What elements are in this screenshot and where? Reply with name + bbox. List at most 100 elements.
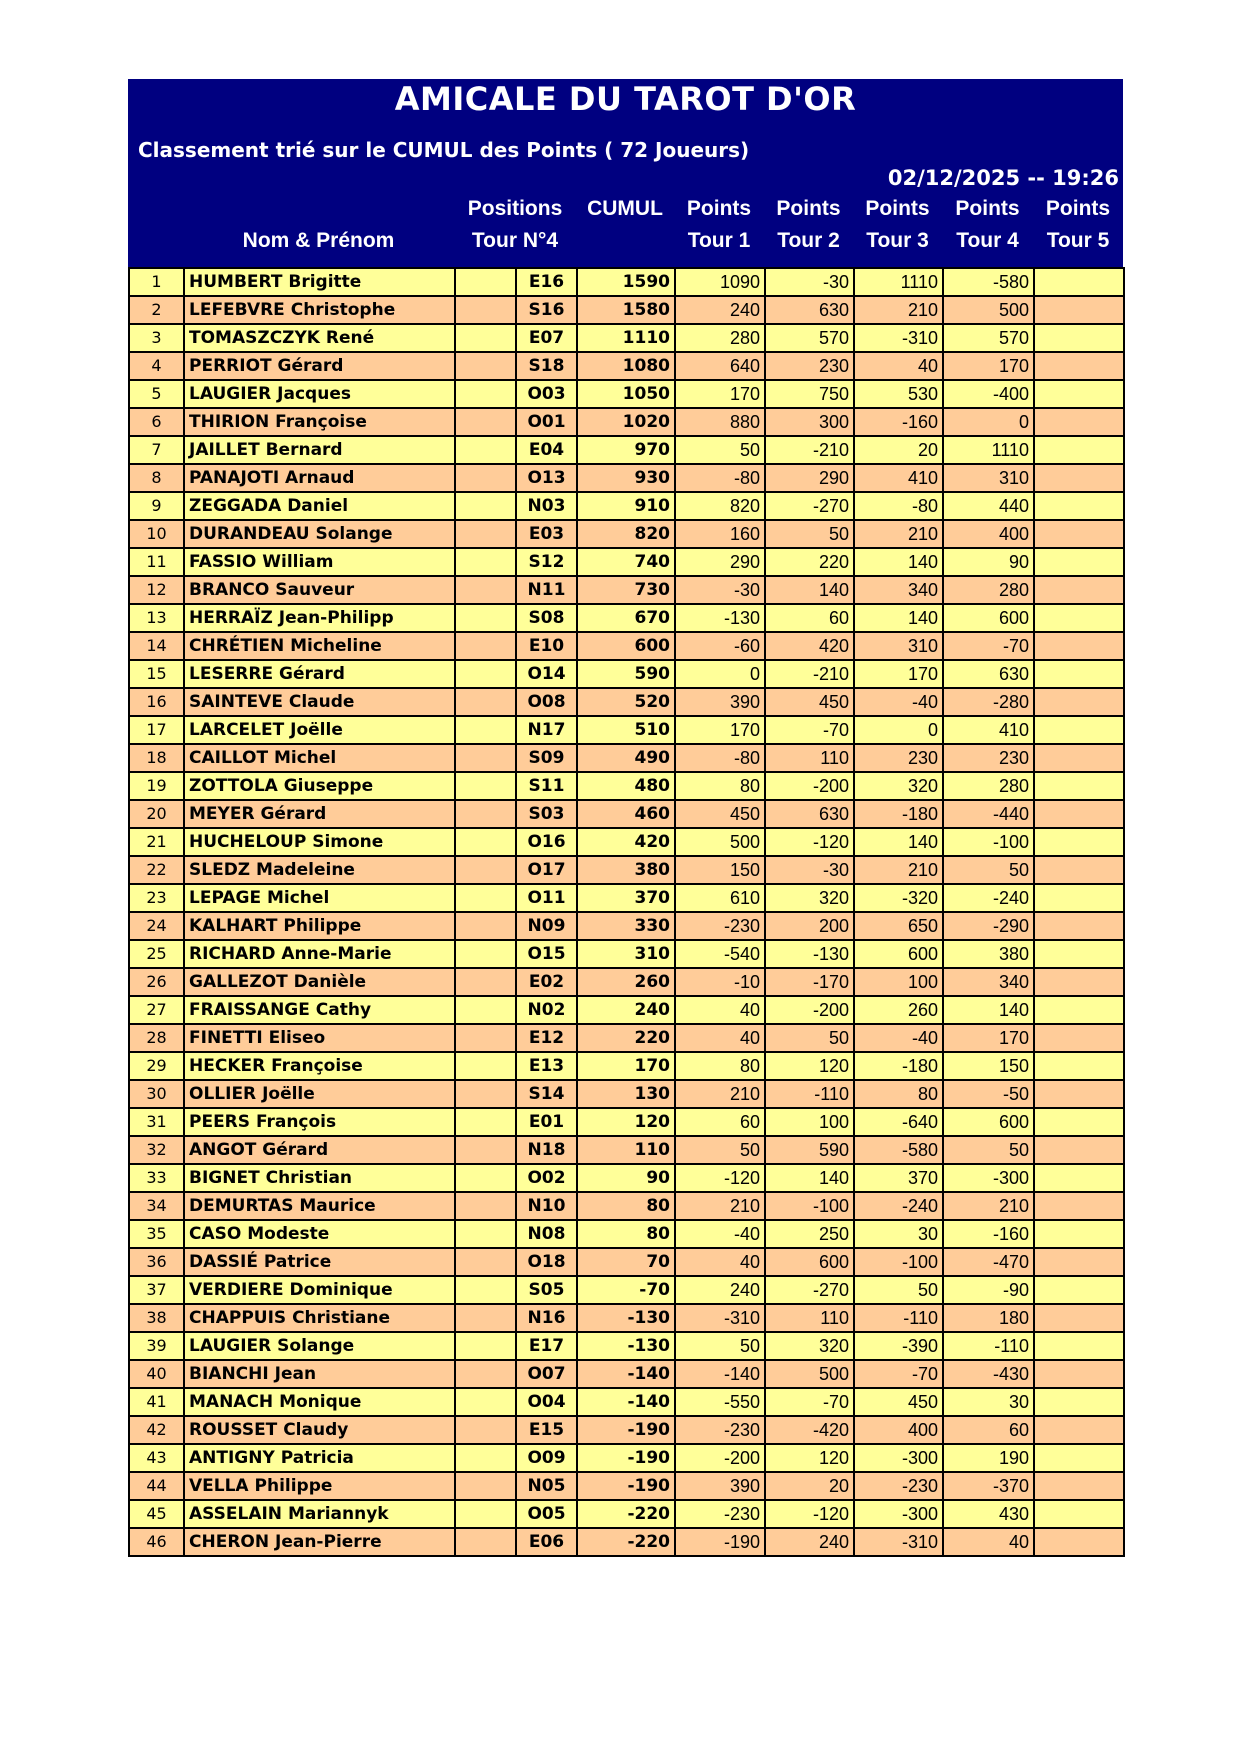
rank-cell: 27 <box>128 995 185 1025</box>
col-header-t3-tour: Tour 3 <box>866 229 929 252</box>
rank-cell: 15 <box>128 659 185 689</box>
position-code-cell: S05 <box>515 1275 578 1305</box>
position-cell <box>454 491 517 521</box>
position-cell <box>454 1079 517 1109</box>
tour4-points-cell: -100 <box>942 827 1035 857</box>
position-code-cell: O15 <box>515 939 578 969</box>
position-code-cell: N10 <box>515 1191 578 1221</box>
rank-cell: 40 <box>128 1359 185 1389</box>
cumul-cell: -190 <box>576 1471 676 1501</box>
player-name-cell: DASSIÉ Patrice <box>183 1247 456 1277</box>
position-cell <box>454 267 517 297</box>
cumul-cell: -130 <box>576 1331 676 1361</box>
position-code-cell: E04 <box>515 435 578 465</box>
tour3-points-cell: -320 <box>853 883 944 913</box>
position-cell <box>454 939 517 969</box>
rank-cell: 8 <box>128 463 185 493</box>
tour4-points-cell: 630 <box>942 659 1035 689</box>
table-row: 3 TOMASZCZYK René E07 1110 280 570 -310 570 <box>128 323 1125 353</box>
tour3-points-cell: 0 <box>853 715 944 745</box>
tour5-points-cell <box>1033 715 1125 745</box>
tour4-points-cell: 90 <box>942 547 1035 577</box>
position-code-cell: O18 <box>515 1247 578 1277</box>
position-cell <box>454 1499 517 1529</box>
tour5-points-cell <box>1033 1499 1125 1529</box>
rank-cell: 12 <box>128 575 185 605</box>
player-name-cell: FRAISSANGE Cathy <box>183 995 456 1025</box>
tour3-points-cell: 600 <box>853 939 944 969</box>
tour1-points-cell: 240 <box>674 1275 766 1305</box>
player-name-cell: BRANCO Sauveur <box>183 575 456 605</box>
position-cell <box>454 1443 517 1473</box>
position-code-cell: N16 <box>515 1303 578 1333</box>
position-cell <box>454 407 517 437</box>
cumul-cell: 220 <box>576 1023 676 1053</box>
position-code-cell: O17 <box>515 855 578 885</box>
position-cell <box>454 379 517 409</box>
subtitle: Classement trié sur le CUMUL des Points … <box>138 138 750 162</box>
table-row: 1 HUMBERT Brigitte E16 1590 1090 -30 1110 -580 <box>128 267 1125 297</box>
player-name-cell: BIANCHI Jean <box>183 1359 456 1389</box>
tour2-points-cell: -30 <box>764 855 855 885</box>
rank-cell: 33 <box>128 1163 185 1193</box>
tour1-points-cell: 40 <box>674 1023 766 1053</box>
tour4-points-cell: 400 <box>942 519 1035 549</box>
rank-cell: 11 <box>128 547 185 577</box>
tour5-points-cell <box>1033 491 1125 521</box>
tour5-points-cell <box>1033 967 1125 997</box>
tour2-points-cell: 570 <box>764 323 855 353</box>
cumul-cell: 460 <box>576 799 676 829</box>
tour1-points-cell: -80 <box>674 743 766 773</box>
player-name-cell: HECKER Françoise <box>183 1051 456 1081</box>
tour2-points-cell: 240 <box>764 1527 855 1557</box>
tour4-points-cell: 600 <box>942 1107 1035 1137</box>
col-header-positions-tour: Tour N°4 <box>471 229 559 252</box>
tour2-points-cell: 420 <box>764 631 855 661</box>
position-code-cell: O07 <box>515 1359 578 1389</box>
position-cell <box>454 323 517 353</box>
tour4-points-cell: -160 <box>942 1219 1035 1249</box>
cumul-cell: 1580 <box>576 295 676 325</box>
position-cell <box>454 883 517 913</box>
tour3-points-cell: -310 <box>853 323 944 353</box>
tour1-points-cell: -230 <box>674 1415 766 1445</box>
cumul-cell: 330 <box>576 911 676 941</box>
tour2-points-cell: -270 <box>764 1275 855 1305</box>
player-name-cell: MANACH Monique <box>183 1387 456 1417</box>
player-name-cell: GALLEZOT Danièle <box>183 967 456 997</box>
tour5-points-cell <box>1033 1191 1125 1221</box>
position-code-cell: S12 <box>515 547 578 577</box>
tour4-points-cell: 600 <box>942 603 1035 633</box>
player-name-cell: VELLA Philippe <box>183 1471 456 1501</box>
tour1-points-cell: -120 <box>674 1163 766 1193</box>
rank-cell: 6 <box>128 407 185 437</box>
position-code-cell: O16 <box>515 827 578 857</box>
table-row: 36 DASSIÉ Patrice O18 70 40 600 -100 -470 <box>128 1247 1125 1277</box>
sheet-header: AMICALE DU TAROT D'OR Classement trié su… <box>128 79 1123 267</box>
tour5-points-cell <box>1033 379 1125 409</box>
position-code-cell: O13 <box>515 463 578 493</box>
cumul-cell: 1110 <box>576 323 676 353</box>
table-row: 18 CAILLOT Michel S09 490 -80 110 230 230 <box>128 743 1125 773</box>
table-row: 23 LEPAGE Michel O11 370 610 320 -320 -240 <box>128 883 1125 913</box>
tour5-points-cell <box>1033 855 1125 885</box>
rank-cell: 17 <box>128 715 185 745</box>
tour2-points-cell: 290 <box>764 463 855 493</box>
tour1-points-cell: 880 <box>674 407 766 437</box>
tour5-points-cell <box>1033 743 1125 773</box>
cumul-cell: 170 <box>576 1051 676 1081</box>
tour5-points-cell <box>1033 1387 1125 1417</box>
table-row: 45 ASSELAIN Mariannyk O05 -220 -230 -120 -300 4… <box>128 1499 1125 1529</box>
cumul-cell: 130 <box>576 1079 676 1109</box>
table-row: 44 VELLA Philippe N05 -190 390 20 -230 -370 <box>128 1471 1125 1501</box>
cumul-cell: 110 <box>576 1135 676 1165</box>
rank-cell: 42 <box>128 1415 185 1445</box>
cumul-cell: 670 <box>576 603 676 633</box>
tour2-points-cell: -130 <box>764 939 855 969</box>
position-cell <box>454 1219 517 1249</box>
cumul-cell: 910 <box>576 491 676 521</box>
position-cell <box>454 1107 517 1137</box>
rank-cell: 5 <box>128 379 185 409</box>
table-row: 40 BIANCHI Jean O07 -140 -140 500 -70 -430 <box>128 1359 1125 1389</box>
col-header-t5: Points <box>1045 197 1111 220</box>
